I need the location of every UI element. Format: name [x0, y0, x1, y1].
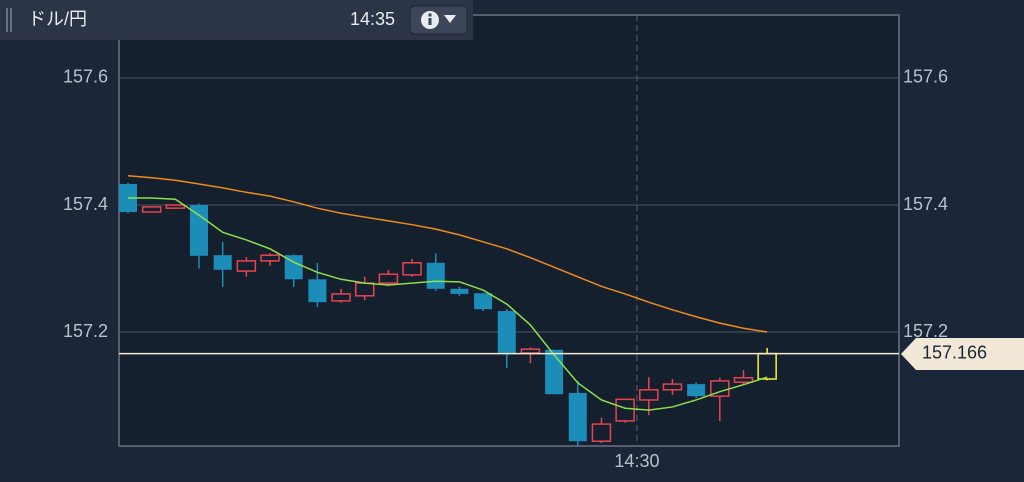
y-tick-label: 157.4 — [63, 194, 108, 214]
y-tick-label-right: 157.2 — [903, 321, 948, 341]
header-bar — [0, 0, 473, 40]
y-tick-label: 157.2 — [63, 321, 108, 341]
info-button[interactable] — [409, 5, 468, 35]
candle-body — [426, 262, 445, 289]
candle-body — [308, 279, 327, 303]
candle-body — [733, 376, 754, 383]
candle-body — [190, 205, 209, 256]
grip — [6, 8, 12, 32]
candle-body — [213, 255, 232, 270]
moving-average-line — [127, 197, 768, 411]
candle-body — [474, 293, 493, 310]
x-tick-label: 14:30 — [614, 451, 659, 471]
candle-body — [236, 260, 257, 272]
candle-body — [165, 204, 186, 209]
candle-body — [450, 288, 469, 294]
candle-body — [331, 293, 351, 302]
candle-body — [687, 384, 706, 397]
candle-body — [545, 349, 564, 395]
candle-body — [354, 282, 375, 297]
y-tick-label: 157.6 — [63, 67, 108, 87]
candle-body — [662, 383, 683, 391]
candle-body — [141, 206, 162, 213]
candle-body — [284, 255, 303, 280]
price-tag — [901, 338, 1024, 370]
candle-body — [497, 311, 516, 353]
y-tick-label-right: 157.6 — [903, 67, 948, 87]
header-time: 14:35 — [350, 9, 395, 29]
candle-body — [378, 273, 399, 284]
pair-title: ドル/円 — [28, 9, 87, 29]
candle-body — [260, 254, 280, 262]
candle-body — [568, 392, 587, 442]
plot-area — [118, 14, 900, 447]
candle-body — [402, 262, 422, 276]
y-tick-label-right: 157.4 — [903, 194, 948, 214]
current-price-label: 157.166 — [922, 342, 987, 362]
candle-body — [639, 389, 659, 401]
candle-body — [757, 352, 777, 380]
moving-average-line — [127, 175, 768, 333]
candle-body — [520, 348, 541, 354]
candle-body — [615, 398, 635, 422]
candle-body — [591, 423, 612, 442]
